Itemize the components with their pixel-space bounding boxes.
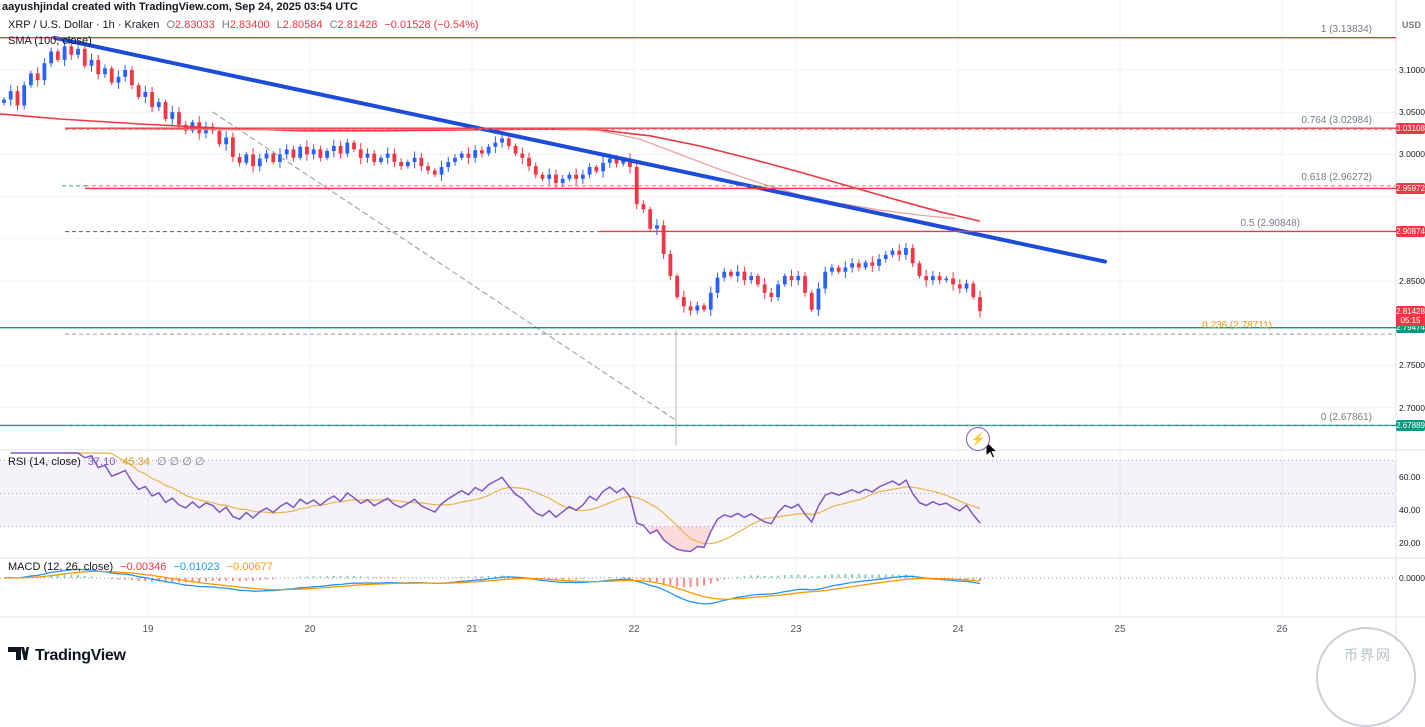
tradingview-logo-icon: [8, 647, 29, 665]
macd-signal-value: −0.00677: [227, 561, 273, 573]
rsi-legend-title: RSI (14, close): [8, 456, 81, 468]
price-axis-label: 3.00000: [1399, 149, 1425, 159]
descending-dashed-line[interactable]: [213, 112, 676, 420]
macd-line-value: −0.01023: [173, 561, 219, 573]
resistance-1-price-badge: 2.90874: [1396, 226, 1425, 237]
time-axis-label: 22: [628, 624, 639, 635]
time-axis-label: 19: [142, 624, 153, 635]
macd-hist-value: −0.00346: [120, 561, 166, 573]
fib-level-label: 0.618 (2.96272): [1301, 172, 1372, 183]
price-axis-label: 3.10000: [1399, 65, 1425, 75]
change-value: −0.01528 (−0.54%): [384, 19, 478, 31]
lightning-icon: ⚡: [971, 432, 986, 446]
close-label: C: [330, 19, 338, 31]
rsi-axis-label: 40.00: [1399, 505, 1420, 515]
macd-legend[interactable]: MACD (12, 26, close) −0.00346 −0.01023 −…: [8, 561, 273, 573]
watermark-text: 币界网: [1344, 645, 1392, 665]
time-axis-label: 23: [790, 624, 801, 635]
support-2-price-badge: 2.67889: [1396, 420, 1425, 431]
rsi-hidden-values: ∅ ∅ ∅ ∅: [157, 456, 205, 468]
fib-level-label: 1 (3.13834): [1321, 24, 1372, 35]
fib-level-label: 0 (2.67861): [1321, 412, 1372, 423]
open-value: 2.83033: [175, 19, 215, 31]
price-axis-label: 2.75000: [1399, 360, 1425, 370]
time-axis-label: 20: [304, 624, 315, 635]
fib-level-label: 0.5 (2.90848): [1241, 218, 1301, 229]
price-axis-label: 2.70000: [1399, 403, 1425, 413]
open-label: O: [166, 19, 175, 31]
macd-legend-title: MACD (12, 26, close): [8, 561, 113, 573]
downtrend-line[interactable]: [55, 38, 1105, 262]
resistance-3-price-badge: 3.03108: [1396, 123, 1425, 134]
rsi-value: 37.10: [88, 456, 116, 468]
tradingview-wordmark: TradingView: [35, 647, 126, 665]
symbol-title[interactable]: XRP / U.S. Dollar · 1h · Kraken: [8, 19, 159, 31]
rsi-axis-label: 60.00: [1399, 472, 1420, 482]
close-value: 2.81428: [338, 19, 378, 31]
symbol-legend: XRP / U.S. Dollar · 1h · Kraken O2.83033…: [8, 19, 479, 31]
time-axis-label: 26: [1276, 624, 1287, 635]
rsi-axis-label: 20.00: [1399, 538, 1420, 548]
fib-level-label: 0.236 (2.78711): [1202, 320, 1272, 331]
time-axis-label: 25: [1114, 624, 1125, 635]
candle-countdown: 05:15: [1396, 316, 1425, 325]
macd-axis-label: 0.00000: [1399, 573, 1425, 583]
time-axis[interactable]: 19 20 21 22 23 24 25 26: [0, 618, 1396, 643]
low-value: 2.80584: [283, 19, 323, 31]
attribution-text: aayushjindal created with TradingView.co…: [2, 1, 358, 13]
sma-legend[interactable]: SMA (100, close): [8, 35, 92, 47]
rsi-legend[interactable]: RSI (14, close) 37.10 45.34 ∅ ∅ ∅ ∅: [8, 455, 205, 468]
fib-level-label: 0.764 (3.02984): [1301, 115, 1372, 126]
rsi-ma-value: 45.34: [122, 456, 150, 468]
site-watermark: 币界网: [1316, 627, 1416, 727]
time-axis-label: 21: [466, 624, 477, 635]
currency-label: USD: [1402, 20, 1421, 30]
high-label: H: [222, 19, 230, 31]
time-axis-label: 24: [952, 624, 963, 635]
high-value: 2.83400: [230, 19, 270, 31]
price-axis-label: 2.85000: [1399, 276, 1425, 286]
price-axis-label: 3.05000: [1399, 107, 1425, 117]
lightning-trade-button[interactable]: ⚡: [966, 427, 990, 451]
resistance-2-price-badge: 2.95972: [1396, 183, 1425, 194]
tradingview-logo[interactable]: TradingView: [8, 647, 126, 665]
